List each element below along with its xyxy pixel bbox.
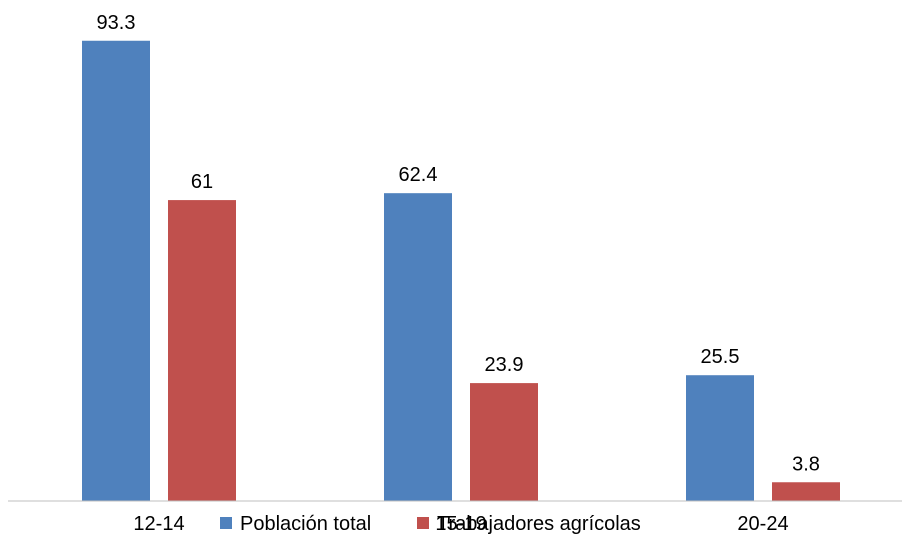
data-label-trabajadores-agricolas-20-24: 3.8 — [792, 453, 820, 475]
bar-poblacion-total-15-19 — [384, 193, 452, 502]
x-tick-label-15-19: 15-19 — [435, 513, 486, 535]
x-tick-label-12-14: 12-14 — [133, 513, 184, 535]
data-label-trabajadores-agricolas-12-14: 61 — [191, 171, 213, 193]
legend-label-poblacion-total: Población total — [240, 513, 371, 535]
data-label-poblacion-total-12-14: 93.3 — [97, 12, 136, 34]
bar-trabajadores-agricolas-12-14 — [168, 200, 236, 501]
x-tick-label-20-24: 20-24 — [737, 513, 788, 535]
x-tick-labels-group: 12-14 15-19 20-24 — [133, 513, 788, 535]
bar-poblacion-total-12-14 — [82, 40, 150, 501]
legend: Población total Trabajadores agrícolas — [220, 513, 641, 535]
bar-trabajadores-agricolas-15-19 — [470, 383, 538, 501]
bar-trabajadores-agricolas-20-24 — [772, 482, 840, 501]
legend-label-trabajadores-agricolas: Trabajadores agrícolas — [437, 513, 641, 535]
legend-swatch-poblacion-total — [220, 517, 232, 529]
data-label-trabajadores-agricolas-15-19: 23.9 — [485, 354, 524, 376]
bars-group — [82, 40, 840, 502]
bar-poblacion-total-20-24 — [686, 375, 754, 501]
legend-swatch-trabajadores-agricolas — [417, 517, 429, 529]
data-labels-group: 93.3 62.4 25.5 61 23.9 3.8 — [97, 12, 820, 476]
data-label-poblacion-total-20-24: 25.5 — [701, 346, 740, 368]
data-label-poblacion-total-15-19: 62.4 — [399, 164, 438, 186]
